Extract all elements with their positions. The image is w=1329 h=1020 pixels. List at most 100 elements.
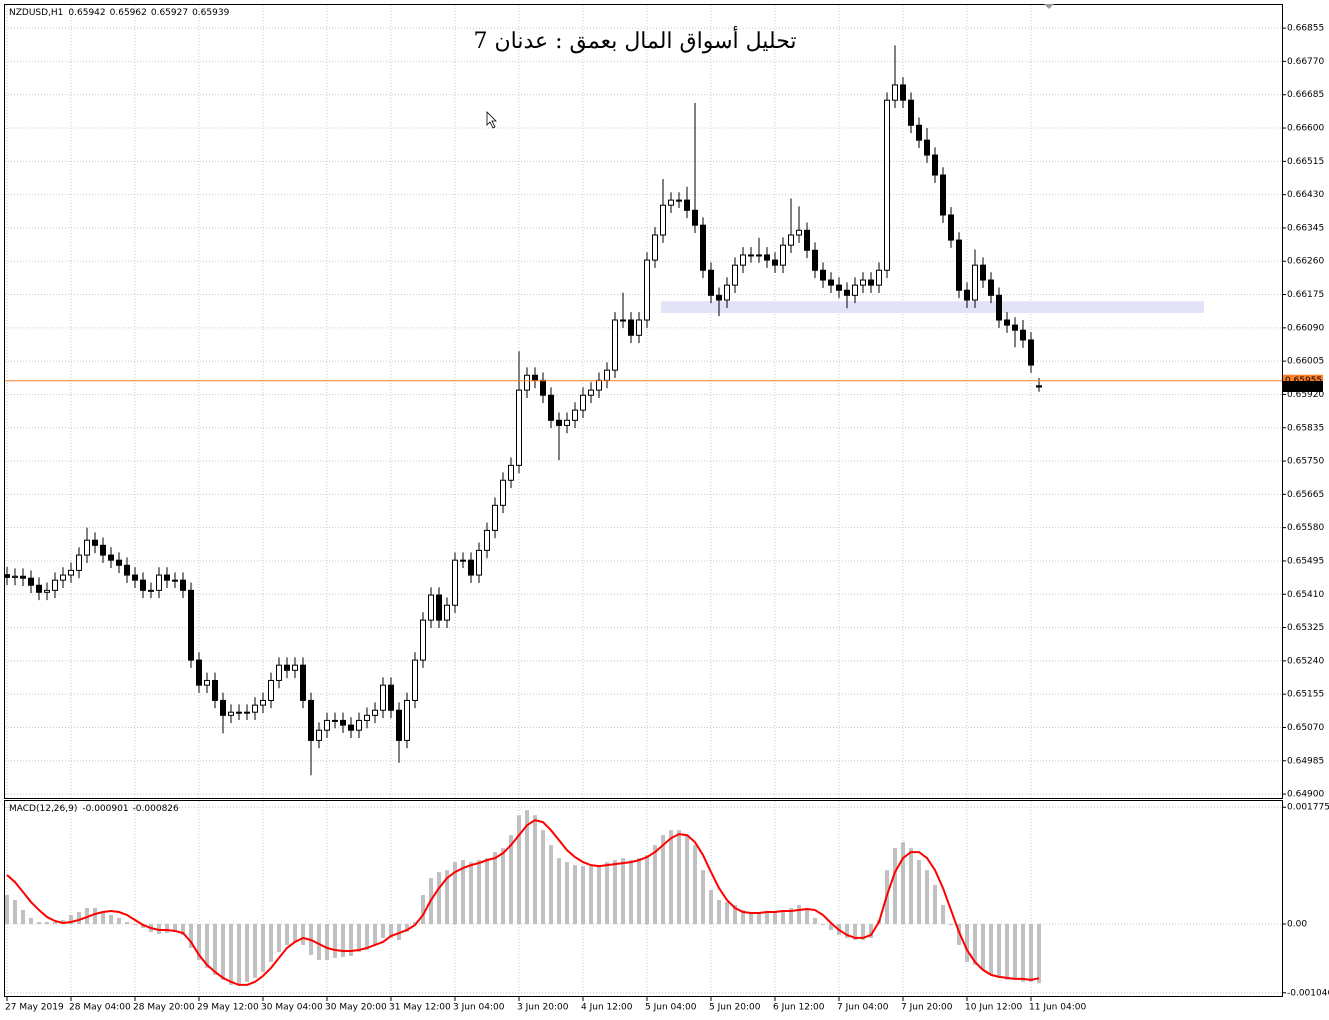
macd-bar: [861, 923, 865, 940]
macd-bar: [805, 910, 809, 924]
y-tick-label: 0.64985: [1287, 756, 1324, 766]
y-tick-label: 0.66685: [1287, 90, 1324, 100]
candle-body: [988, 279, 994, 296]
macd-bar: [829, 923, 833, 930]
macd-bar: [725, 902, 729, 924]
x-tick-label: 5 Jun 04:00: [645, 1003, 697, 1013]
candle-body: [460, 559, 466, 562]
candle-body: [884, 99, 890, 271]
macd-bar: [357, 923, 361, 952]
candle-body: [204, 679, 210, 686]
macd-bar: [1029, 923, 1033, 982]
candle-body: [908, 99, 914, 126]
candle-body: [452, 559, 458, 606]
candle-body: [1012, 324, 1018, 331]
macd-bar: [461, 860, 465, 924]
macd-bar: [509, 835, 513, 924]
macd-bar: [717, 900, 721, 924]
candle-body: [436, 594, 442, 621]
y-tick-label: 0.65240: [1287, 656, 1324, 666]
candle-body: [532, 374, 538, 381]
candle-body: [364, 714, 370, 721]
candle-body: [940, 174, 946, 216]
macd-bar: [757, 912, 761, 924]
candle-body: [828, 279, 834, 286]
y-tick-label: 0.65070: [1287, 723, 1324, 733]
candle-body: [628, 319, 634, 336]
candle-body: [428, 594, 434, 621]
macd-bar: [925, 870, 929, 924]
y-tick-label: 0.66260: [1287, 257, 1324, 267]
y-tick-label: 0.66855: [1287, 24, 1324, 34]
candle-body: [404, 699, 410, 741]
candle-body: [676, 199, 682, 202]
chart-title: تحليل أسواق المال بعمق : عدنان 7: [473, 25, 796, 54]
macd-bar: [765, 913, 769, 924]
y-tick-label: 0.66090: [1287, 323, 1324, 333]
candle-body: [772, 259, 778, 266]
candle-body: [276, 664, 282, 681]
y-tick-label: 0.66345: [1287, 223, 1324, 233]
y-tick-label: 0.65665: [1287, 490, 1324, 500]
signal-line: [6, 819, 1040, 986]
macd-bar: [1037, 923, 1041, 984]
y-tick-label: 0.65580: [1287, 523, 1324, 533]
candle-body: [748, 254, 754, 257]
candle-body: [1036, 385, 1042, 388]
macd-bar: [245, 923, 249, 982]
candle-body: [732, 264, 738, 286]
candle-body: [708, 269, 714, 296]
candle-body: [108, 554, 114, 561]
macd-bar: [493, 852, 497, 924]
candle-body: [316, 729, 322, 741]
macd-bar: [173, 923, 177, 932]
candle-body: [484, 529, 490, 551]
macd-bar: [5, 895, 9, 924]
macd-bar: [933, 885, 937, 924]
macd-bar: [733, 905, 737, 924]
candle-body: [20, 575, 26, 579]
candle-body: [92, 539, 98, 546]
macd-bar: [901, 842, 905, 924]
macd-bar: [1013, 923, 1017, 980]
candle-body: [140, 579, 146, 591]
candle-body: [668, 199, 674, 206]
macd-bar: [869, 923, 873, 938]
candle-body: [868, 279, 874, 286]
candle-body: [524, 374, 530, 391]
x-tick-label: 3 Jun 04:00: [453, 1003, 505, 1013]
macd-bar: [957, 923, 961, 945]
candle-body: [540, 379, 546, 396]
macd-bar: [949, 923, 953, 925]
candle-body: [508, 464, 514, 481]
macd-last: -0.000901: [82, 804, 128, 814]
candle-body: [684, 199, 690, 211]
candle-body: [348, 724, 354, 731]
candle-body: [308, 699, 314, 741]
macd-bar: [573, 865, 577, 924]
candle-body: [468, 559, 474, 576]
candle-body: [964, 289, 970, 301]
candle-body: [756, 254, 762, 257]
marks-layer: [4, 45, 1282, 986]
macd-bar: [981, 923, 985, 970]
candle-body: [372, 709, 378, 716]
macd-bar: [285, 923, 289, 945]
y-tick-label: 0.65325: [1287, 623, 1324, 633]
candle-body: [52, 579, 58, 591]
candle-body: [444, 604, 450, 621]
candle-body: [716, 294, 722, 301]
macd-bar: [237, 923, 241, 985]
candle-body: [44, 589, 50, 593]
macd-bar: [565, 862, 569, 924]
macd-bar: [821, 923, 825, 925]
macd-bar: [165, 923, 169, 934]
macd-bar: [317, 923, 321, 960]
y-tick-label: 0.66515: [1287, 157, 1324, 167]
candle-body: [172, 579, 178, 582]
x-tick-label: 6 Jun 12:00: [773, 1003, 825, 1013]
y-tick-label: 0.65495: [1287, 556, 1324, 566]
macd-bar: [741, 910, 745, 924]
candle-body: [156, 574, 162, 591]
last-low: 0.65927: [151, 8, 188, 18]
